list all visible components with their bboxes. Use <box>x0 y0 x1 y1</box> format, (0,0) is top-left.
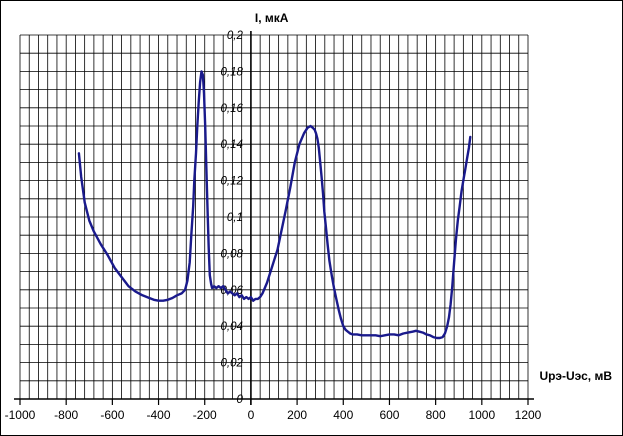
y-tick-label: 0,18 <box>221 66 244 78</box>
x-tick-label: 600 <box>379 408 399 422</box>
x-tick-label: -800 <box>54 408 78 422</box>
x-tick-labels: -1000 -800 -600 -400 -200 0 200 400 600 800 1000 12… <box>5 399 542 422</box>
x-tick-label: 0 <box>248 408 255 422</box>
y-tick-label: 0 <box>237 394 244 406</box>
y-tick-labels: 00,020,040,060,080,10,120,140,160,180,2 <box>221 30 244 406</box>
series-group <box>77 70 472 340</box>
y-axis-title: I, мкА <box>255 11 289 25</box>
axes <box>14 31 534 405</box>
y-tick-label: 0,14 <box>221 139 243 151</box>
y-tick-label: 0,16 <box>221 103 244 115</box>
x-tick-label: 400 <box>333 408 353 422</box>
x-tick-label: 1000 <box>468 408 495 422</box>
x-tick-label: 800 <box>426 408 446 422</box>
y-tick-label: 0,2 <box>227 30 244 42</box>
x-tick-label: -400 <box>147 408 171 422</box>
series-line <box>77 70 472 340</box>
x-tick-label: -600 <box>100 408 124 422</box>
minor-grid <box>19 34 529 400</box>
y-tick-label: 0,02 <box>221 358 244 370</box>
x-tick-label: 1200 <box>515 408 542 422</box>
x-tick-label: -1000 <box>5 408 36 422</box>
y-tick-label: 0,04 <box>221 321 243 333</box>
x-tick-label: -200 <box>193 408 217 422</box>
y-tick-label: 0,08 <box>221 248 244 260</box>
x-axis-title: Uрэ-Uэс, мВ <box>540 369 613 383</box>
x-tick-label: 200 <box>287 408 307 422</box>
y-tick-label: 0,1 <box>227 212 243 224</box>
y-tick-label: 0,12 <box>221 176 244 188</box>
